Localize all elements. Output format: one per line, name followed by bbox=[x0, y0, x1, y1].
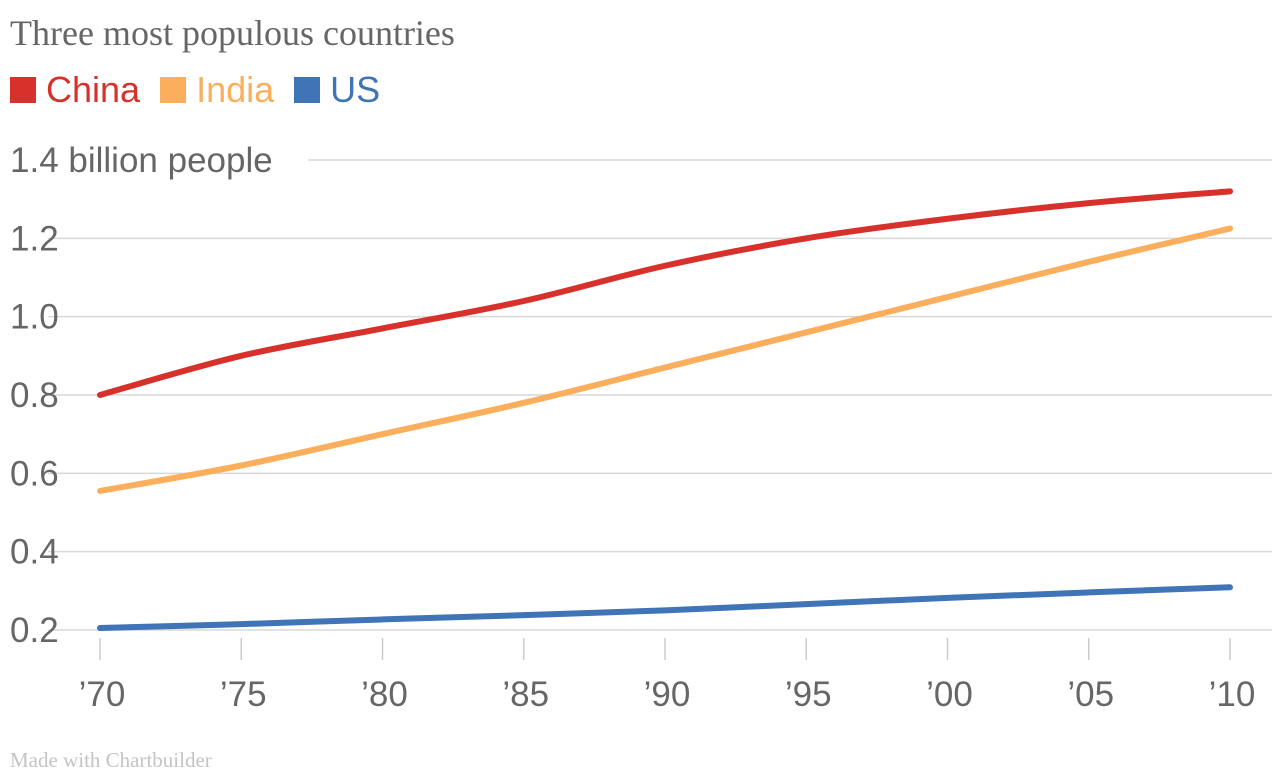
legend-swatch-india bbox=[160, 77, 187, 103]
x-tick-label: ’80 bbox=[361, 675, 408, 714]
y-tick-label: 0.2 bbox=[10, 611, 59, 650]
legend-item-us: US bbox=[294, 68, 380, 112]
y-tick-label: 1.0 bbox=[10, 298, 59, 337]
legend-item-china: China bbox=[10, 68, 140, 112]
y-tick-label: 1.2 bbox=[10, 219, 59, 258]
legend-label-us: US bbox=[330, 69, 381, 110]
x-tick-label: ’10 bbox=[1209, 675, 1256, 714]
x-tick-label: ’90 bbox=[644, 675, 691, 714]
series-line-us bbox=[97, 584, 1233, 632]
series-line-china bbox=[97, 188, 1233, 398]
legend-label-china: China bbox=[46, 69, 141, 110]
x-tick-label: ’00 bbox=[926, 675, 973, 714]
y-tick-label: 1.4 billion people bbox=[10, 141, 273, 180]
x-tick-label: ’85 bbox=[502, 675, 549, 714]
chart-title: Three most populous countries bbox=[10, 13, 455, 53]
legend-label-india: India bbox=[196, 69, 275, 110]
footer-credit: Made with Chartbuilder bbox=[10, 748, 212, 772]
x-tick-label: ’05 bbox=[1067, 675, 1114, 714]
legend-item-india: India bbox=[160, 68, 274, 112]
x-tick-label: ’95 bbox=[785, 675, 832, 714]
series-line-india bbox=[97, 225, 1233, 494]
legend-swatch-us bbox=[294, 77, 321, 103]
legend: China India US bbox=[10, 68, 400, 112]
x-tick-label: ’75 bbox=[220, 675, 267, 714]
legend-swatch-china bbox=[10, 77, 36, 103]
y-tick-label: 0.4 bbox=[10, 533, 59, 572]
y-tick-label: 0.6 bbox=[10, 454, 59, 493]
y-tick-label: 0.8 bbox=[10, 376, 59, 415]
x-tick-label: ’70 bbox=[79, 675, 126, 714]
